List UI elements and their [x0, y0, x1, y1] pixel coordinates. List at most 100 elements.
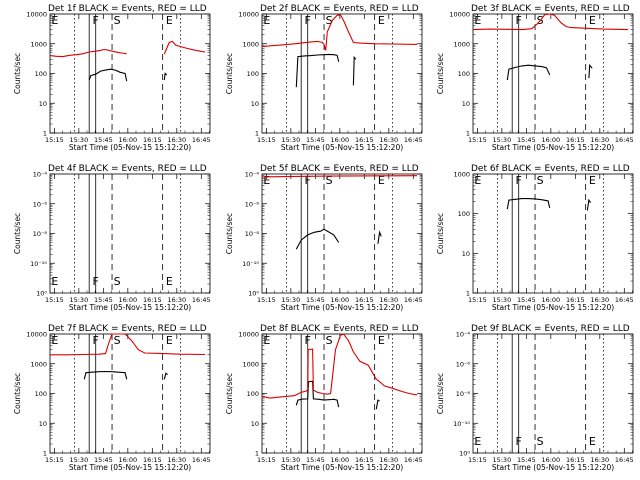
marker-f: F [92, 334, 98, 347]
events-line-segment-1 [295, 53, 340, 88]
y-tick-label: 100 [458, 70, 470, 78]
x-tick-label: 15:30 [69, 456, 88, 464]
y-tick-label: 1000 [30, 40, 47, 48]
plot-frame [49, 173, 211, 294]
plot-frame [472, 13, 634, 134]
y-tick-label: 1 [466, 130, 470, 138]
y-axis-label: Counts/sec [13, 213, 22, 254]
marker-e: E [378, 174, 385, 187]
marker-e: E [51, 334, 58, 347]
marker-f: F [304, 14, 310, 27]
y-tick-label: 10 [251, 420, 259, 428]
x-tick-label: 16:30 [379, 136, 398, 144]
chart-panel-9: Det 9f BLACK = Events, RED = LLD 10⁰ 10⁻¹⁰… [436, 324, 634, 472]
x-tick-label: 15:45 [517, 136, 536, 144]
x-tick-label: 16:15 [143, 136, 162, 144]
marker-e: E [589, 14, 596, 27]
y-tick-label: 10⁰ [36, 290, 47, 298]
marker-e: E [474, 14, 481, 27]
chart-panel-7: Det 7f BLACK = Events, RED = LLD 1 10 100 10… [13, 324, 211, 472]
marker-e: E [51, 275, 58, 288]
marker-s: S [114, 334, 121, 347]
lld-line-segment-2 [163, 40, 206, 55]
x-tick-label: 16:30 [379, 296, 398, 304]
events-line-segment-2 [588, 63, 593, 79]
marker-s: S [326, 334, 333, 347]
chart-title: Det 2f BLACK = Events, RED = LLD [260, 4, 419, 14]
x-tick-label: 15:15 [468, 136, 487, 144]
x-tick-label: 16:00 [541, 136, 560, 144]
y-tick-label: 1000 [242, 40, 259, 48]
x-axis-label: Start Time (05-Nov-15 15:12:20) [281, 143, 403, 152]
y-tick-label: 100 [35, 390, 47, 398]
marker-e: E [474, 174, 481, 187]
x-tick-label: 16:00 [330, 296, 349, 304]
x-tick-label: 15:15 [45, 296, 64, 304]
y-axis-label: Counts/sec [225, 213, 234, 254]
y-tick-label: 10000 [238, 11, 259, 19]
y-tick-label: 100 [247, 390, 259, 398]
x-tick-label: 16:30 [167, 456, 186, 464]
y-tick-label: 10⁻⁸ [456, 390, 471, 398]
y-tick-label: 100 [247, 70, 259, 78]
events-line-segment-2 [377, 230, 382, 244]
chart-title: Det 7f BLACK = Events, RED = LLD [48, 324, 207, 334]
y-tick-label: 10 [462, 100, 470, 108]
x-tick-label: 15:30 [69, 296, 88, 304]
marker-e: E [51, 14, 58, 27]
y-tick-label: 1 [43, 450, 47, 458]
x-tick-label: 15:15 [468, 456, 487, 464]
marker-s: S [537, 435, 544, 448]
y-tick-label: 1000 [30, 360, 47, 368]
x-tick-label: 15:15 [45, 136, 64, 144]
marker-e: E [263, 14, 270, 27]
marker-f: F [515, 14, 521, 27]
chart-title: Det 6f BLACK = Events, RED = LLD [471, 164, 630, 174]
chart-panel-8: Det 8f BLACK = Events, RED = LLD 1 10 100 10… [225, 324, 423, 472]
x-axis-label: Start Time (05-Nov-15 15:12:20) [69, 143, 191, 152]
events-line-segment-2 [375, 399, 380, 410]
events-line-segment-2 [163, 72, 168, 81]
x-tick-label: 15:30 [281, 296, 300, 304]
y-axis-label: Counts/sec [225, 373, 234, 414]
lld-line-segment-1 [50, 333, 206, 356]
x-tick-label: 16:45 [192, 136, 211, 144]
plot-frame [261, 13, 423, 134]
plot-frame [49, 13, 211, 134]
x-tick-label: 16:45 [615, 136, 634, 144]
x-tick-label: 16:00 [541, 456, 560, 464]
x-tick-label: 16:45 [404, 136, 423, 144]
x-tick-label: 15:30 [281, 136, 300, 144]
x-tick-label: 16:30 [167, 296, 186, 304]
marker-f: F [304, 334, 310, 347]
y-tick-label: 10000 [449, 11, 470, 19]
chart-panel-2: Det 2f BLACK = Events, RED = LLD 1 10 100 10… [225, 4, 423, 152]
x-tick-label: 15:30 [281, 456, 300, 464]
x-tick-label: 15:15 [257, 456, 276, 464]
marker-s: S [326, 14, 333, 27]
y-tick-label: 10⁻⁴ [33, 171, 48, 179]
x-tick-label: 15:45 [94, 296, 113, 304]
x-tick-label: 16:45 [192, 456, 211, 464]
marker-e: E [166, 275, 173, 288]
marker-f: F [515, 435, 521, 448]
lld-line-segment-1 [261, 333, 418, 399]
marker-f: F [92, 14, 98, 27]
marker-f: F [515, 174, 521, 187]
x-tick-label: 16:30 [167, 136, 186, 144]
y-tick-label: 10⁰ [459, 450, 470, 458]
x-tick-label: 16:00 [118, 296, 137, 304]
x-tick-label: 15:15 [468, 296, 487, 304]
y-axis-label: Counts/sec [225, 53, 234, 94]
x-tick-label: 15:30 [69, 136, 88, 144]
events-line-segment-1 [506, 198, 551, 210]
chart-panel-5: Det 5f BLACK = Events, RED = LLD 10⁰ 10⁻¹⁰… [225, 164, 423, 312]
x-tick-label: 15:45 [517, 296, 536, 304]
plot-frame [261, 173, 423, 294]
x-axis-label: Start Time (05-Nov-15 15:12:20) [492, 463, 614, 472]
y-axis-label: Counts/sec [436, 53, 445, 94]
lld-line-segment-1 [472, 13, 629, 31]
chart-title: Det 4f BLACK = Events, RED = LLD [48, 164, 207, 174]
x-tick-label: 16:15 [355, 296, 374, 304]
x-tick-label: 16:15 [143, 456, 162, 464]
